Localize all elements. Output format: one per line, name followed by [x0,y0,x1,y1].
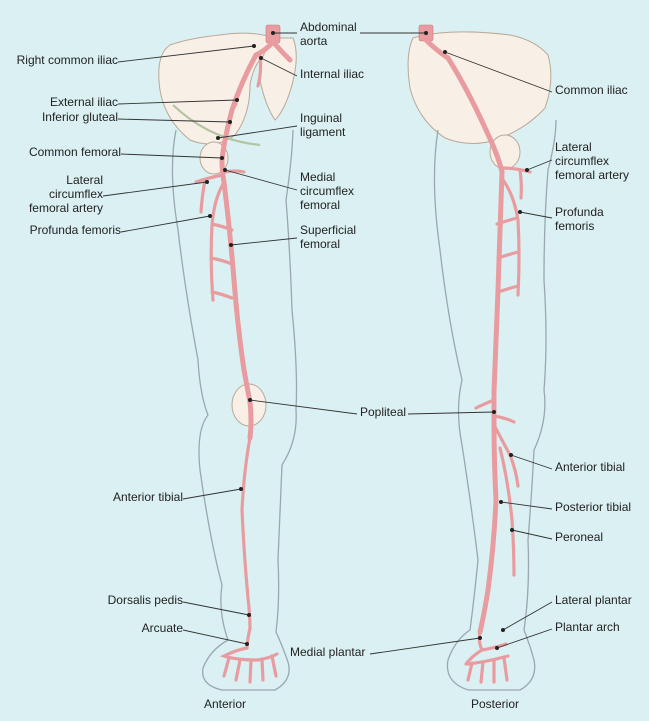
label-abdominal-aorta: Abdominal aorta [300,21,357,49]
label-arcuate: Arcuate [142,622,183,636]
label-inferior-gluteal: Inferior gluteal [42,111,118,125]
caption-anterior: Anterior [195,697,255,711]
label-anterior-tibial-r: Anterior tibial [555,461,625,475]
label-popliteal: Popliteal [360,406,406,420]
label-internal-iliac: Internal iliac [300,68,364,82]
label-posterior-tibial: Posterior tibial [555,501,631,515]
arterial-diagram: Right common iliac External iliac Inferi… [0,0,649,721]
label-lateral-plantar: Lateral plantar [555,594,632,608]
label-lat-circ-fem-r: Lateral circumflex femoral artery [555,141,629,182]
posterior-figure [408,25,556,690]
label-medial-plantar: Medial plantar [290,646,365,660]
label-profunda-femoris-r: Profunda femoris [555,206,604,234]
label-peroneal: Peroneal [555,531,603,545]
label-inguinal-ligament: Inguinal ligament [300,112,345,140]
anterior-figure [159,25,297,690]
label-common-iliac-r: Common iliac [555,84,628,98]
label-external-iliac: External iliac [50,96,118,110]
label-plantar-arch: Plantar arch [555,621,620,635]
label-profunda-femoris-l: Profunda femoris [30,224,121,238]
label-medial-circ-fem: Medial circumflex femoral [300,171,354,212]
label-anterior-tibial-l: Anterior tibial [113,491,183,505]
label-right-common-iliac: Right common iliac [17,54,118,68]
label-lat-circ-fem-l: Lateral circumflex femoral artery [29,174,103,215]
caption-posterior: Posterior [463,697,527,711]
label-superficial-femoral: Superficial femoral [300,224,356,252]
label-dorsalis-pedis: Dorsalis pedis [108,594,183,608]
label-common-femoral: Common femoral [29,146,121,160]
